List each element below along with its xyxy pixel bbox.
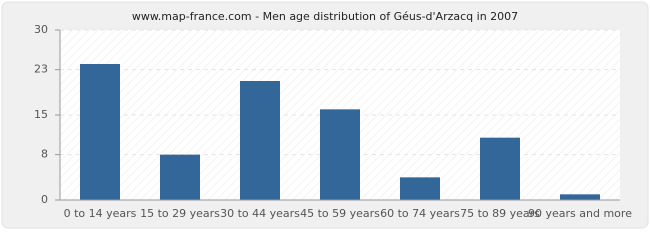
x-tick-label: 45 to 59 years <box>300 207 380 220</box>
y-tick-label: 23 <box>34 63 48 76</box>
bar <box>240 81 280 200</box>
bar <box>560 194 600 200</box>
y-tick-label: 30 <box>34 23 48 36</box>
bar <box>480 137 520 200</box>
y-tick-label: 8 <box>41 148 48 161</box>
x-tick-label: 30 to 44 years <box>220 207 300 220</box>
bar <box>160 154 200 200</box>
x-tick-label: 60 to 74 years <box>380 207 460 220</box>
x-tick-label: 15 to 29 years <box>140 207 220 220</box>
y-tick-label: 0 <box>41 193 48 206</box>
bar <box>320 109 360 200</box>
y-tick-label: 15 <box>34 108 48 121</box>
bar <box>400 177 440 200</box>
x-tick-label: 0 to 14 years <box>64 207 137 220</box>
chart-title: www.map-france.com - Men age distributio… <box>132 10 518 23</box>
x-tick-label: 75 to 89 years <box>460 207 540 220</box>
bar <box>80 64 120 200</box>
chart: www.map-france.com - Men age distributio… <box>1 1 649 229</box>
x-tick-label: 90 years and more <box>528 207 632 220</box>
